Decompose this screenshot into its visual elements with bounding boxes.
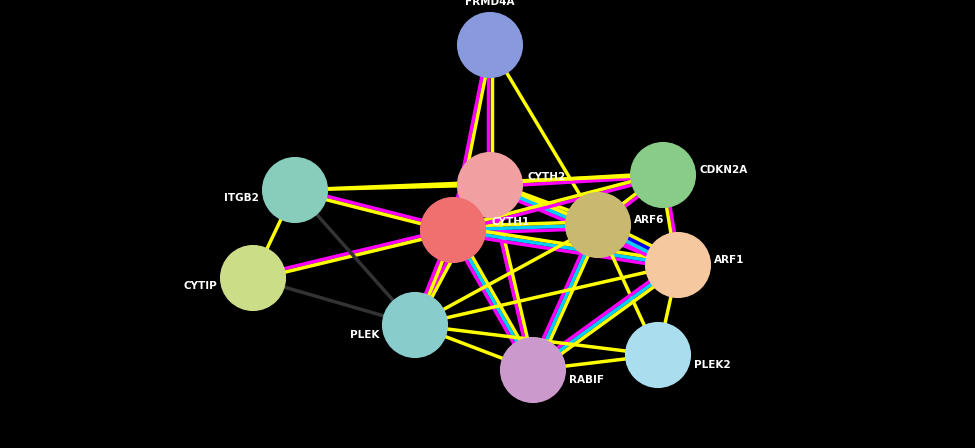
Text: CYTH2: CYTH2 <box>528 172 566 182</box>
Circle shape <box>501 338 565 402</box>
Text: PLEK2: PLEK2 <box>694 360 730 370</box>
Text: PLEK: PLEK <box>350 330 379 340</box>
Circle shape <box>458 13 522 77</box>
Circle shape <box>626 323 690 387</box>
Circle shape <box>263 158 327 222</box>
Circle shape <box>421 198 485 262</box>
Text: FRMD4A: FRMD4A <box>465 0 515 7</box>
Circle shape <box>221 246 285 310</box>
Text: RABIF: RABIF <box>569 375 604 385</box>
Text: ITGB2: ITGB2 <box>224 193 259 203</box>
Text: ARF6: ARF6 <box>634 215 664 225</box>
Text: CYTH1: CYTH1 <box>491 217 529 227</box>
Text: CYTIP: CYTIP <box>183 281 217 291</box>
Circle shape <box>458 153 522 217</box>
Text: ARF1: ARF1 <box>714 255 744 265</box>
Text: CDKN2A: CDKN2A <box>699 165 747 175</box>
Circle shape <box>646 233 710 297</box>
Circle shape <box>383 293 447 357</box>
Circle shape <box>631 143 695 207</box>
Circle shape <box>566 193 630 257</box>
